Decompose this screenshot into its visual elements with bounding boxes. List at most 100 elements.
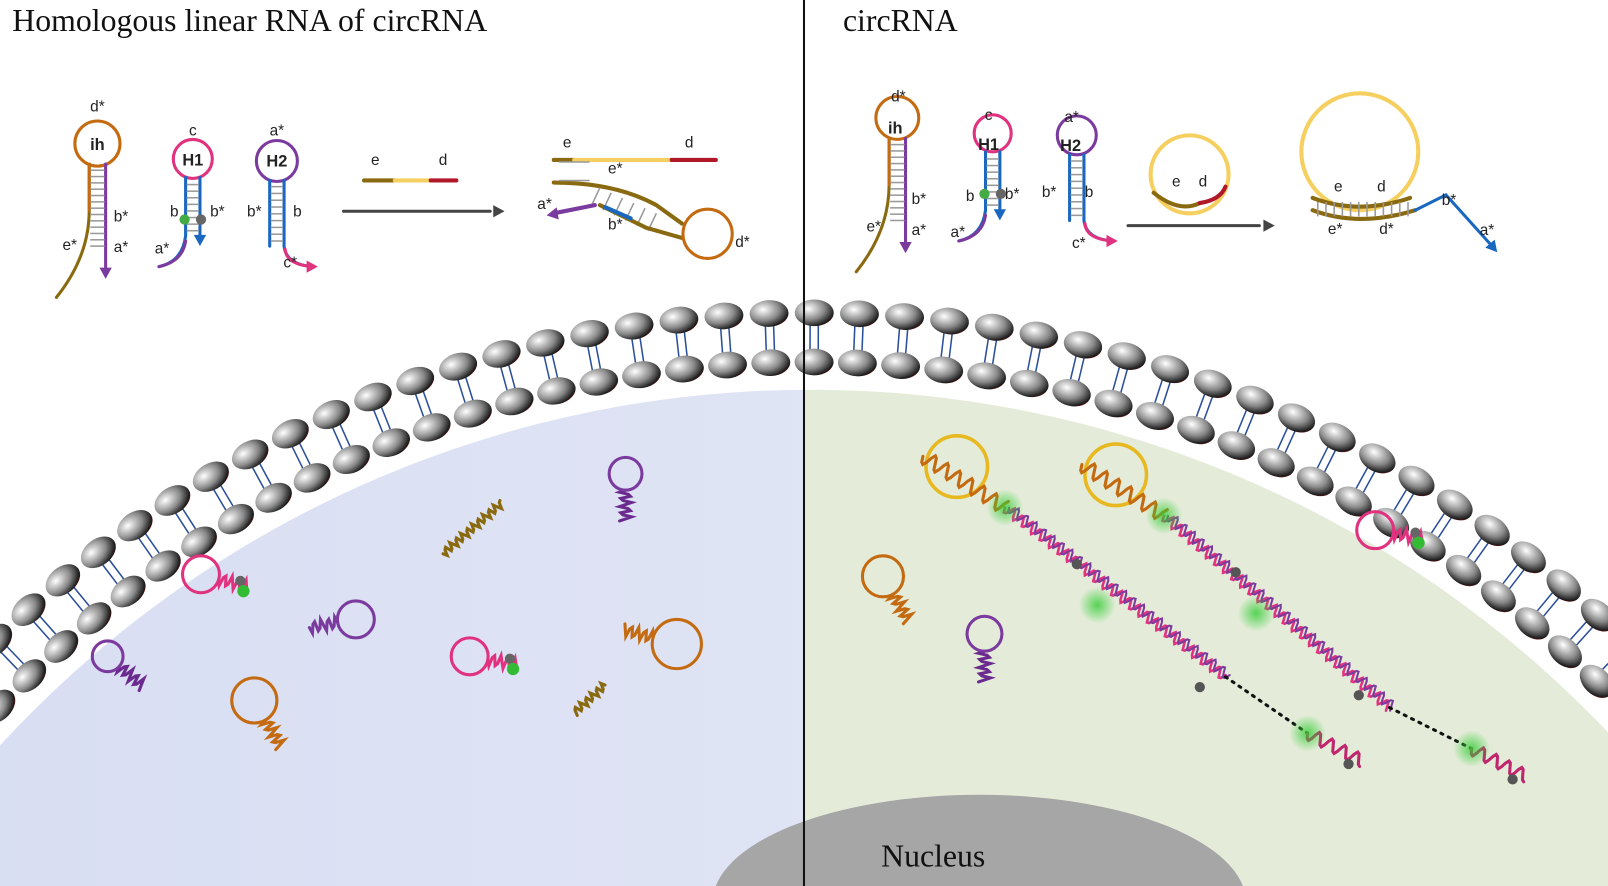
loop <box>965 614 1004 653</box>
lipid-head <box>1052 378 1091 407</box>
strand-label: d <box>685 135 694 152</box>
lipid-tail <box>144 532 161 555</box>
lipid-head <box>579 368 619 396</box>
cytoplasm-left <box>0 390 804 886</box>
lipid-head <box>293 463 331 493</box>
lipid-tail <box>1508 569 1525 590</box>
loop <box>1055 114 1098 157</box>
coil <box>614 488 638 523</box>
lipid-tail <box>414 393 425 418</box>
lipid-tail <box>1112 366 1121 391</box>
strand-label: H1 <box>182 151 203 169</box>
circrna <box>924 434 990 500</box>
lipid-head <box>930 307 969 335</box>
lipid-head <box>495 387 534 416</box>
lipid-tail <box>108 559 125 580</box>
loop <box>230 676 279 725</box>
panel-title: Homologous linear RNA of circRNA <box>12 3 487 38</box>
lipid-head <box>1009 369 1049 398</box>
lipid-tail <box>66 591 84 612</box>
strand-label: e <box>1334 179 1343 196</box>
lipid-head <box>664 355 704 383</box>
lipid-head <box>1580 598 1608 632</box>
lipid-head <box>439 352 478 381</box>
lipid-head <box>181 526 217 558</box>
lipid-tail <box>464 376 474 401</box>
nucleus <box>715 794 1243 886</box>
lipid-head <box>1094 389 1133 418</box>
lipid-head <box>1359 443 1396 474</box>
lipid-head <box>1445 554 1482 587</box>
lipid-tail <box>1316 446 1329 469</box>
lipid-tail <box>1244 412 1255 437</box>
lipid-tail <box>1323 449 1337 473</box>
lipid-tail <box>551 353 559 379</box>
lipid-tail <box>251 466 265 490</box>
arrow-head <box>1485 239 1498 253</box>
lipid-head <box>526 329 565 357</box>
lipid-tail <box>1161 381 1171 406</box>
lipid-head <box>837 349 877 377</box>
loop <box>171 137 214 180</box>
lipid-tail <box>861 326 864 351</box>
strand-label: b <box>293 203 302 220</box>
glow <box>1078 586 1116 624</box>
strand-label: d <box>1199 174 1208 191</box>
lipid-tail <box>1355 466 1369 490</box>
glow <box>1145 497 1183 535</box>
strand <box>1413 192 1494 248</box>
coil <box>573 680 607 718</box>
strand-label: H2 <box>1060 137 1081 155</box>
lipid-head <box>1257 448 1295 478</box>
lipid-head <box>839 300 879 328</box>
strand <box>957 213 988 243</box>
lipid-head <box>372 428 410 458</box>
lipid-tail <box>983 338 990 364</box>
dot <box>1410 527 1421 538</box>
lipid-head <box>1277 403 1316 433</box>
coil <box>973 649 996 684</box>
glow <box>986 489 1024 527</box>
lipid-head <box>708 351 747 379</box>
lipid-tail <box>639 337 645 363</box>
arrow-head <box>493 205 505 218</box>
dot <box>1507 774 1518 785</box>
dot <box>195 214 207 225</box>
lipid-tail <box>457 379 466 404</box>
dot <box>1353 690 1364 701</box>
strand-label: a* <box>270 122 285 139</box>
lipid-tail <box>39 615 57 636</box>
strand-label: a* <box>537 196 552 213</box>
strand-label: H1 <box>978 136 999 154</box>
lipid-head <box>80 536 116 569</box>
lipid-tail <box>1284 430 1296 454</box>
lipid-head <box>881 352 921 380</box>
lipid-head <box>1217 431 1256 460</box>
lipid-head <box>1296 466 1334 497</box>
loop <box>681 207 734 260</box>
lipid-tail <box>73 586 91 607</box>
strand <box>551 203 597 216</box>
strand-label: e <box>371 152 380 169</box>
lipid-head <box>1579 664 1608 698</box>
lipid-tail <box>258 462 273 486</box>
strand-label: a* <box>114 239 129 256</box>
strand-label: e* <box>62 237 77 254</box>
arrow-head <box>306 260 318 273</box>
lipid-tail <box>764 325 768 351</box>
lipid-head <box>1474 514 1510 547</box>
lipid-head <box>44 630 79 663</box>
glow <box>1453 730 1491 768</box>
lipid-head <box>0 623 13 657</box>
coil <box>623 622 655 646</box>
loop <box>860 554 906 599</box>
lipid-head <box>145 550 181 582</box>
lipid-head <box>217 503 255 535</box>
lipid-tail <box>1393 488 1408 511</box>
lipid-tail <box>1400 493 1415 516</box>
strand-label: b* <box>912 191 927 208</box>
lipid-tail <box>896 328 901 354</box>
strand-label: e <box>563 135 572 152</box>
lipid-tail <box>372 409 384 434</box>
strand-label: d <box>1377 179 1386 196</box>
